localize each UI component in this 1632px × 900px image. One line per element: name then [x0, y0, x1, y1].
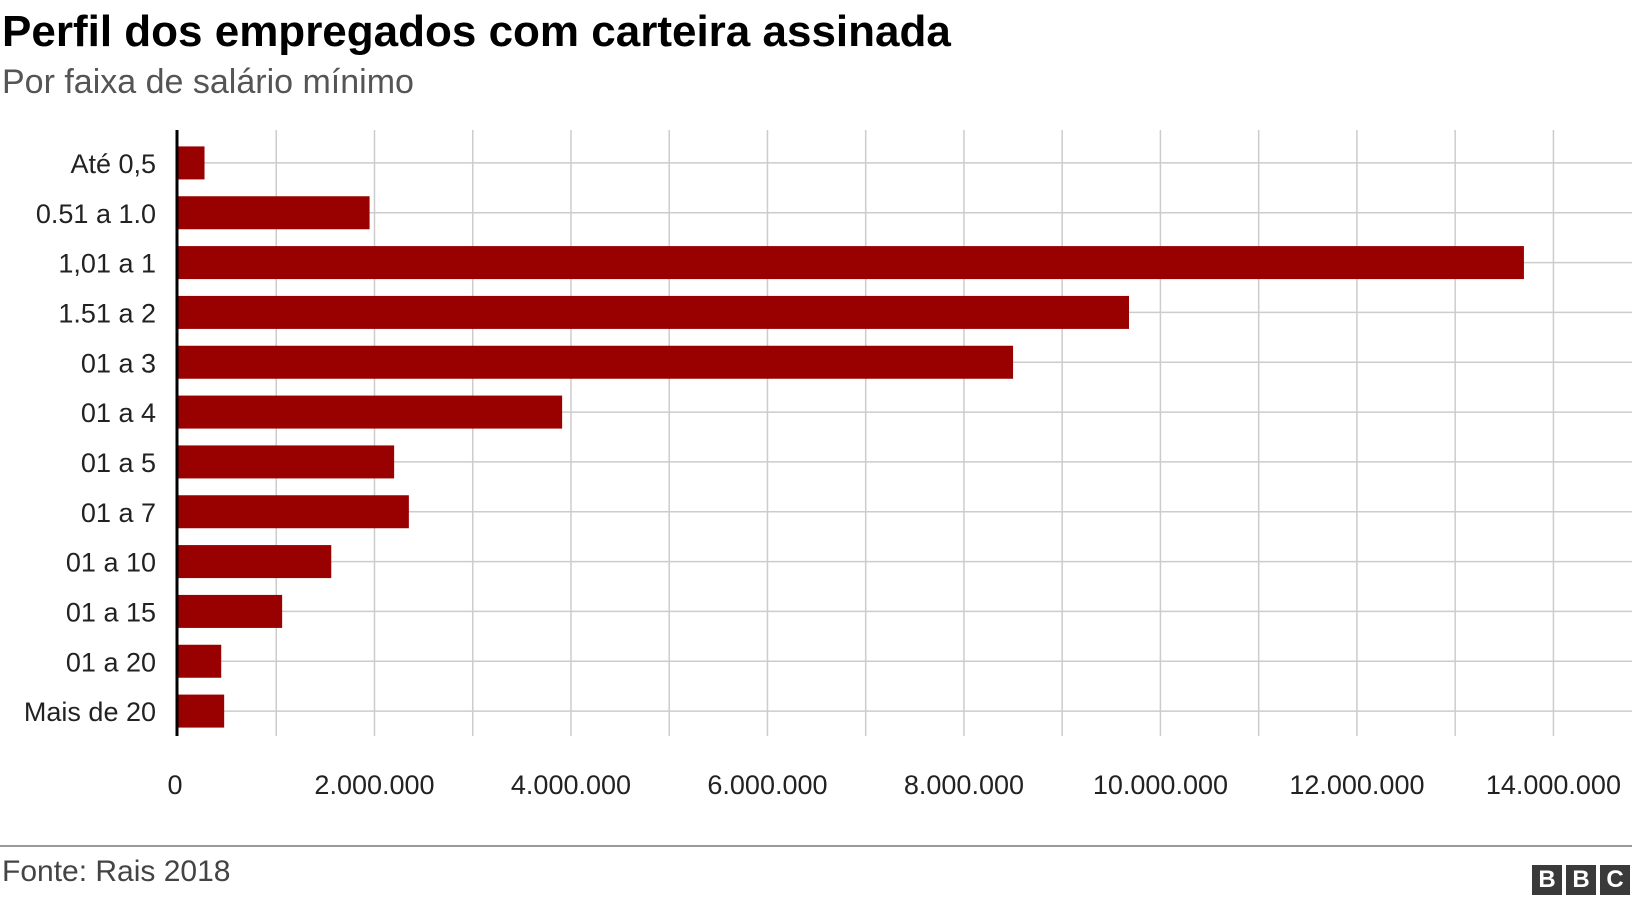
category-label: 01 a 15: [66, 597, 156, 627]
category-label: 01 a 20: [66, 647, 156, 677]
chart-title: Perfil dos empregados com carteira assin…: [2, 7, 951, 56]
footer-divider: [0, 845, 1632, 847]
category-label: 0.51 a 1.0: [36, 199, 156, 229]
category-label: 01 a 10: [66, 548, 156, 578]
tick-label: 10.000.000: [1093, 770, 1228, 800]
bar: [178, 644, 222, 678]
bar: [178, 295, 1129, 329]
bar: [178, 345, 1014, 379]
bar: [178, 594, 283, 628]
bar: [178, 146, 205, 180]
tick-label: 12.000.000: [1289, 770, 1424, 800]
tick-label: 2.000.000: [314, 770, 434, 800]
bar: [178, 495, 409, 529]
bar: [178, 246, 1524, 280]
category-label: 1,01 a 1: [58, 249, 156, 279]
tick-label: 14.000.000: [1486, 770, 1621, 800]
category-label: 1.51 a 2: [58, 298, 156, 328]
tick-label: 0: [167, 770, 182, 800]
category-label: 01 a 5: [81, 448, 156, 478]
bars: [178, 146, 1524, 728]
category-label: Mais de 20: [24, 697, 156, 727]
grid-lines: [178, 130, 1632, 736]
logo-letter: C: [1600, 865, 1630, 895]
bar: [178, 196, 370, 230]
category-label: 01 a 3: [81, 348, 156, 378]
logo-letter: B: [1532, 865, 1562, 895]
tick-label: 4.000.000: [511, 770, 631, 800]
bar: [178, 395, 563, 429]
tick-label: 8.000.000: [904, 770, 1024, 800]
category-label: 01 a 7: [81, 498, 156, 528]
category-label: 01 a 4: [81, 398, 156, 428]
x-axis-ticks: 0 2.000.000 4.000.000 6.000.000 8.000.000 10.…: [167, 770, 1620, 800]
logo-letter: B: [1566, 865, 1596, 895]
source-note: Fonte: Rais 2018: [2, 855, 231, 888]
bar: [178, 545, 332, 579]
bar-chart: Até 0,5 0.51 a 1.0 1,01 a 1 1.51 a 2 01 a 3 0…: [24, 130, 1632, 800]
bbc-logo: B B C: [1532, 865, 1630, 895]
bar: [178, 445, 395, 479]
category-labels: Até 0,5 0.51 a 1.0 1,01 a 1 1.51 a 2 01 a 3 0…: [24, 149, 156, 727]
tick-label: 6.000.000: [707, 770, 827, 800]
chart-subtitle: Por faixa de salário mínimo: [2, 63, 414, 101]
bar: [178, 694, 225, 728]
category-label: Até 0,5: [70, 149, 156, 179]
